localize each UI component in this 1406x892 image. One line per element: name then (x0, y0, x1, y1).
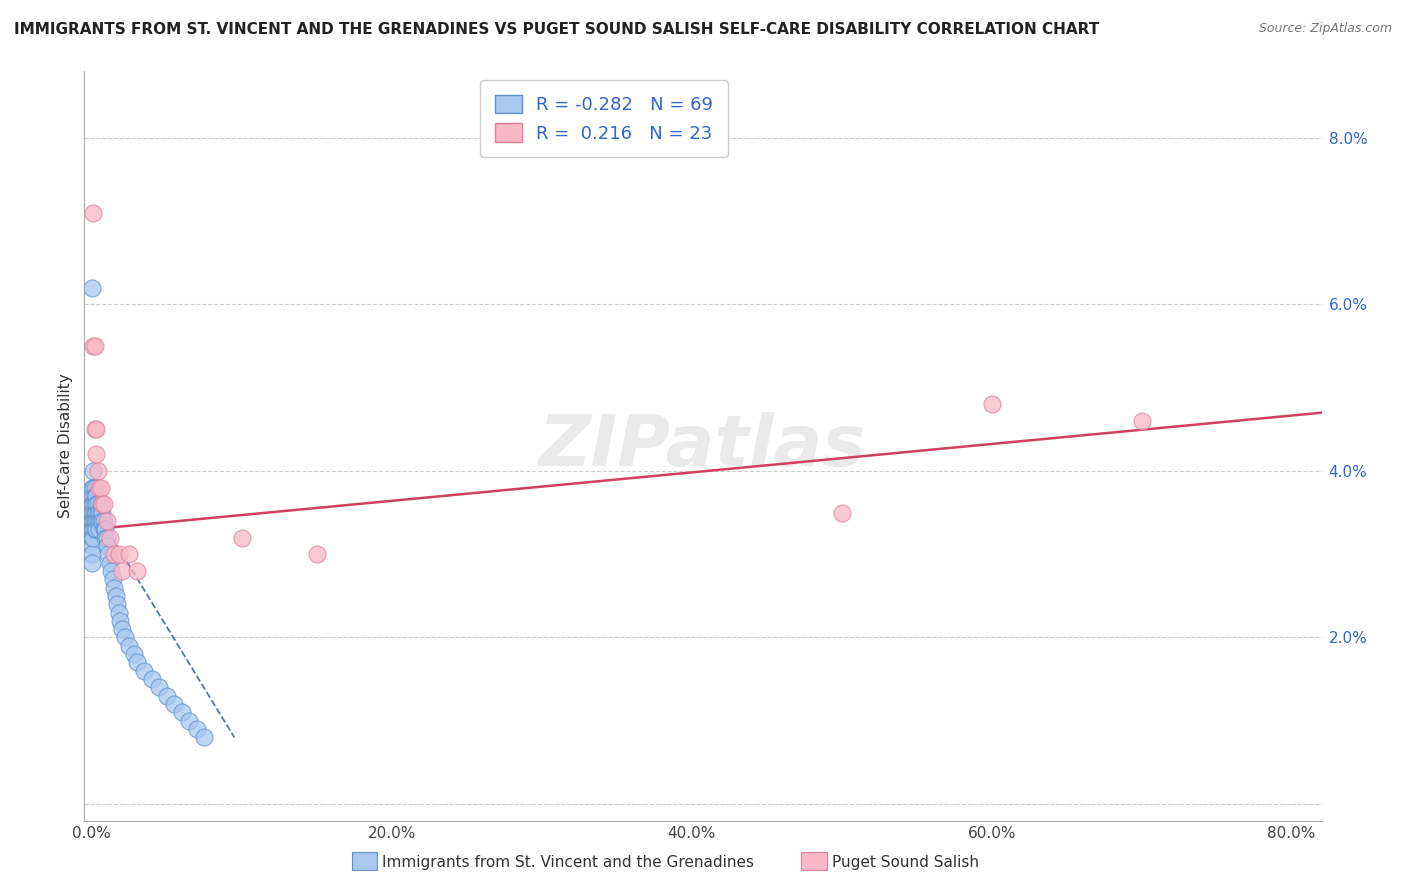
Point (104, 589, 127, 603)
Point (96, 531, 118, 545)
Point (125, 564, 148, 578)
Point (90, 497, 112, 511)
Point (93, 497, 115, 511)
Point (110, 614, 132, 628)
Point (193, 731, 215, 745)
Text: Puget Sound Salish: Puget Sound Salish (832, 855, 980, 870)
Point (94, 522, 117, 536)
Point (91, 514, 114, 528)
Point (170, 706, 193, 720)
Point (80, 506, 103, 520)
Point (980, 397, 1002, 411)
Point (82, 489, 104, 503)
Point (87, 464, 110, 478)
Point (111, 622, 134, 636)
Point (82, 522, 104, 536)
Point (89, 514, 111, 528)
Point (91, 506, 114, 520)
Point (86, 422, 108, 436)
Text: Immigrants from St. Vincent and the Grenadines: Immigrants from St. Vincent and the Gren… (382, 855, 755, 870)
Point (93, 522, 115, 536)
Point (83, 506, 105, 520)
Point (1130, 414, 1153, 428)
Text: IMMIGRANTS FROM ST. VINCENT AND THE GRENADINES VS PUGET SOUND SALISH SELF-CARE D: IMMIGRANTS FROM ST. VINCENT AND THE GREN… (14, 22, 1099, 37)
Point (179, 714, 201, 728)
Point (100, 564, 122, 578)
Point (80, 547, 103, 561)
Point (83, 514, 105, 528)
Point (103, 547, 125, 561)
Text: ZIPatlas: ZIPatlas (540, 411, 866, 481)
Point (86, 447, 108, 461)
Point (82, 514, 104, 528)
Point (83, 489, 105, 503)
Point (97, 547, 120, 561)
Point (82, 531, 104, 545)
Point (82, 464, 104, 478)
Point (231, 531, 253, 545)
Point (93, 514, 115, 528)
Point (89, 506, 111, 520)
Text: Source: ZipAtlas.com: Source: ZipAtlas.com (1258, 22, 1392, 36)
Point (86, 489, 108, 503)
Point (87, 497, 110, 511)
Point (114, 631, 136, 645)
Point (163, 697, 186, 711)
Point (83, 481, 105, 495)
Point (101, 572, 124, 586)
Point (83, 522, 105, 536)
Point (82, 206, 104, 220)
Point (86, 506, 108, 520)
Point (186, 722, 208, 736)
Point (96, 514, 118, 528)
Point (80, 514, 103, 528)
Point (118, 639, 141, 653)
Point (82, 506, 104, 520)
Point (98, 531, 121, 545)
Point (86, 522, 108, 536)
Point (87, 506, 110, 520)
Point (831, 506, 853, 520)
Point (80, 556, 103, 570)
Point (90, 506, 112, 520)
Point (83, 497, 105, 511)
Point (90, 514, 112, 528)
Point (89, 481, 111, 495)
Point (90, 481, 112, 495)
Point (108, 547, 131, 561)
Point (86, 514, 108, 528)
Point (118, 547, 141, 561)
Point (87, 514, 110, 528)
Point (91, 497, 114, 511)
Point (141, 672, 163, 686)
Point (108, 606, 131, 620)
Point (82, 481, 104, 495)
Point (98, 556, 121, 570)
Point (111, 564, 134, 578)
Point (148, 681, 170, 695)
Point (80, 497, 103, 511)
Point (80, 539, 103, 553)
Point (80, 531, 103, 545)
Point (125, 656, 148, 670)
Point (134, 664, 156, 678)
Point (80, 481, 103, 495)
Point (80, 281, 103, 295)
Point (89, 522, 111, 536)
Point (156, 689, 179, 703)
Point (122, 647, 145, 661)
Legend: R = -0.282   N = 69, R =  0.216   N = 23: R = -0.282 N = 69, R = 0.216 N = 23 (481, 80, 728, 157)
Point (86, 497, 108, 511)
Point (83, 339, 105, 353)
Point (94, 531, 117, 545)
Point (305, 547, 328, 561)
Point (82, 497, 104, 511)
Point (96, 539, 118, 553)
Y-axis label: Self-Care Disability: Self-Care Disability (58, 374, 73, 518)
Point (105, 597, 128, 611)
Point (83, 422, 105, 436)
Point (82, 339, 104, 353)
Point (103, 581, 125, 595)
Point (80, 522, 103, 536)
